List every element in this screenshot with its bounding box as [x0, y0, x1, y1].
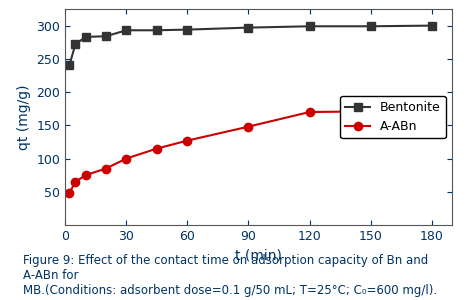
Y-axis label: qt (mg/g): qt (mg/g): [17, 84, 31, 150]
Bentonite: [246, 26, 251, 29]
Bentonite: [123, 28, 129, 32]
A-ABn: [67, 191, 72, 195]
X-axis label: t (min): t (min): [235, 248, 282, 262]
Line: A-ABn: A-ABn: [65, 106, 436, 197]
Bentonite: [307, 25, 312, 28]
Line: Bentonite: Bentonite: [65, 21, 436, 70]
A-ABn: [185, 139, 190, 142]
A-ABn: [307, 110, 312, 114]
Bentonite: [185, 28, 190, 31]
A-ABn: [123, 157, 129, 160]
Bentonite: [154, 28, 160, 32]
Text: Figure 9: Effect of the contact time on adsorption capacity of Bn and A-ABn for
: Figure 9: Effect of the contact time on …: [23, 254, 438, 297]
Legend: Bentonite, A-ABn: Bentonite, A-ABn: [340, 96, 446, 138]
A-ABn: [154, 147, 160, 150]
Bentonite: [429, 24, 434, 27]
A-ABn: [246, 125, 251, 128]
A-ABn: [73, 180, 78, 184]
Bentonite: [83, 35, 89, 39]
Bentonite: [103, 34, 109, 38]
A-ABn: [83, 173, 89, 177]
A-ABn: [103, 167, 109, 170]
A-ABn: [368, 110, 373, 113]
Bentonite: [73, 42, 78, 46]
A-ABn: [429, 108, 434, 112]
Bentonite: [67, 64, 72, 67]
Bentonite: [368, 25, 373, 28]
